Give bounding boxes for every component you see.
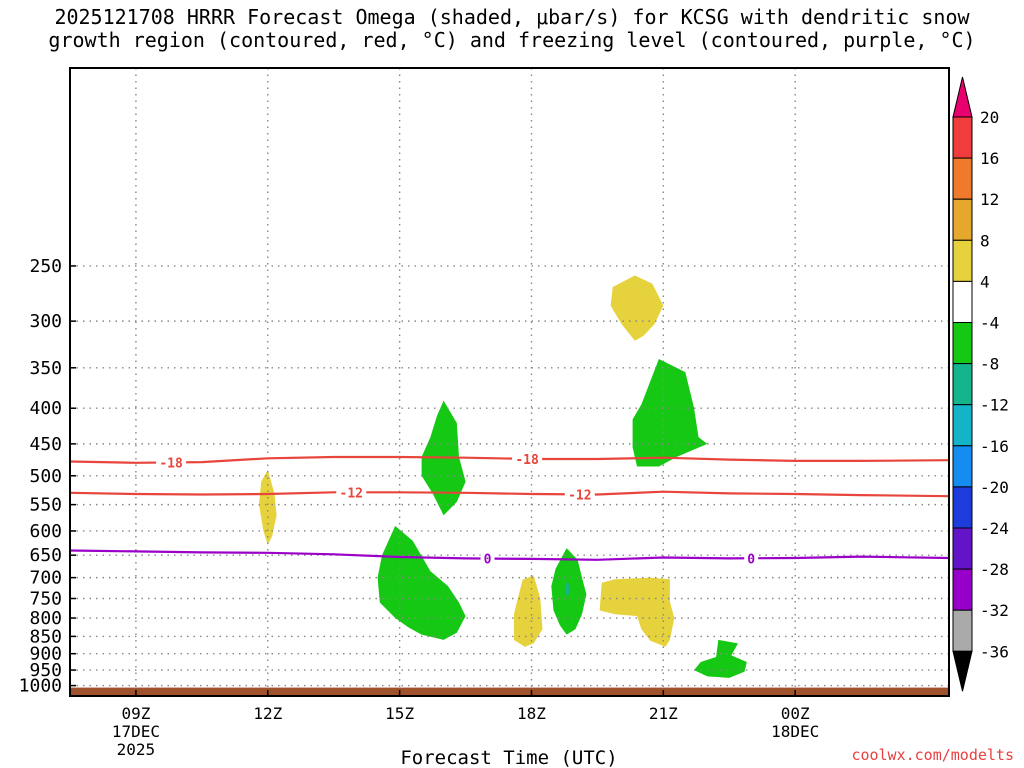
omega-region-0 (259, 469, 277, 545)
colorbar-label-5: -4 (980, 314, 999, 333)
colorbar-label-4: 4 (980, 272, 990, 291)
y-tick-label-700: 700 (29, 568, 62, 589)
y-tick-label-1000: 1000 (19, 676, 62, 697)
axes: 2503003504004505005506006507007508008509… (19, 67, 950, 759)
omega-region-3 (513, 575, 543, 647)
y-tick-label-500: 500 (29, 466, 62, 487)
x-tick-year-09Z: 2025 (117, 740, 156, 759)
x-axis-label: Forecast Time (UTC) (400, 747, 617, 768)
omega-region-1 (610, 275, 664, 341)
y-tick-label-900: 900 (29, 644, 62, 665)
x-tick-label-12Z: 12Z (253, 704, 282, 723)
colorbar-swatch-12 (952, 568, 973, 611)
colorbar-label-2: 12 (980, 190, 999, 209)
x-tick-label-00Z: 00Z (781, 704, 810, 723)
x-tick-label-09Z: 09Z (121, 704, 150, 723)
ground-strip (70, 687, 949, 696)
colorbar-swatch-10 (952, 486, 973, 529)
colorbar-label-13: -36 (980, 642, 1009, 661)
colorbar-label-7: -12 (980, 396, 1009, 415)
contour-label-2-0: 0 (484, 553, 492, 568)
contour-label-1-1: -12 (568, 488, 591, 503)
colorbar-swatch-1 (952, 116, 973, 159)
omega-region-2 (599, 577, 675, 647)
y-tick-label-350: 350 (29, 358, 62, 379)
colorbar-swatch-11 (952, 527, 973, 570)
contour-label-bg-1-0 (336, 485, 367, 500)
colorbar-bottom-arrow (952, 650, 973, 692)
x-tick-label-18Z: 18Z (517, 704, 546, 723)
contour-label-bg-2-1 (744, 551, 759, 566)
colorbar-label-3: 8 (980, 231, 990, 250)
x-tick-label-15Z: 15Z (385, 704, 414, 723)
colorbar-swatch-4 (952, 239, 973, 282)
x-tick-label-21Z: 21Z (649, 704, 678, 723)
contour-label-bg-2-0 (480, 551, 495, 566)
omega-region-5 (632, 359, 708, 467)
contour-label-bg-0-0 (156, 455, 187, 470)
colorbar-swatch-13 (952, 609, 973, 652)
chart-title: 2025121708 HRRR Forecast Omega (shaded, … (0, 6, 1024, 52)
contour-label-0-1: -18 (515, 453, 539, 468)
y-tick-label-650: 650 (29, 545, 62, 566)
omega-region-9 (694, 639, 747, 678)
colorbar-swatch-9 (952, 445, 973, 488)
plot-frame (69, 67, 950, 697)
colorbar-label-8: -16 (980, 437, 1009, 456)
omega-region-8 (565, 581, 570, 596)
colorbar-swatch-6 (952, 322, 973, 365)
y-tick-label-950: 950 (29, 660, 62, 681)
colorbar-swatch-5 (952, 280, 973, 323)
y-tick-label-850: 850 (29, 626, 62, 647)
contour-label-0-0: -18 (159, 456, 183, 471)
plot-content: -18 -18 -12 -12 0 0 (70, 68, 949, 696)
colorbar-label-6: -8 (980, 355, 999, 374)
watermark-text: coolwx.com/modelts (851, 746, 1014, 764)
colorbar-swatch-8 (952, 404, 973, 447)
y-tick-label-750: 750 (29, 589, 62, 610)
y-tick-label-450: 450 (29, 434, 62, 455)
contour-label-1-0: -12 (340, 486, 363, 501)
omega-region-6 (377, 525, 466, 640)
y-tick-label-550: 550 (29, 495, 62, 516)
y-tick-label-250: 250 (29, 256, 62, 277)
contour-label-bg-0-1 (512, 451, 543, 466)
colorbar-label-1: 16 (980, 149, 999, 168)
contour-freezing-2 (70, 549, 949, 561)
contour-dgz-0 (70, 455, 949, 464)
colorbar-label-9: -20 (980, 478, 1009, 497)
colorbar-swatch-2 (952, 157, 973, 200)
colorbar-swatch-3 (952, 198, 973, 241)
colorbar-swatch-7 (952, 363, 973, 406)
x-tick-date-00Z: 18DEC (771, 722, 819, 741)
colorbar-label-0: 20 (980, 108, 999, 127)
colorbar-label-10: -24 (980, 519, 1009, 538)
y-tick-label-400: 400 (29, 398, 62, 419)
colorbar-top-arrow (952, 76, 973, 118)
x-tick-date-09Z: 17DEC (112, 722, 160, 741)
colorbar-label-12: -32 (980, 601, 1009, 620)
title-line-1: 2025121708 HRRR Forecast Omega (shaded, … (54, 5, 970, 29)
contour-label-bg-1-1 (564, 487, 595, 502)
contour-dgz-1 (70, 490, 949, 498)
plot-background (70, 68, 949, 696)
colorbar-label-11: -28 (980, 560, 1009, 579)
contour-label-2-1: 0 (747, 552, 755, 567)
y-tick-label-300: 300 (29, 311, 62, 332)
y-tick-label-600: 600 (29, 521, 62, 542)
y-tick-label-800: 800 (29, 608, 62, 629)
plot-area: -18 -18 -12 -12 0 0 (70, 68, 949, 696)
colorbar: 20 16 12 8 4 -4 -8 -12 -16 -20 -24 -28 -32 -36 (952, 76, 1009, 692)
title-line-2: growth region (contoured, red, °C) and f… (48, 28, 976, 52)
